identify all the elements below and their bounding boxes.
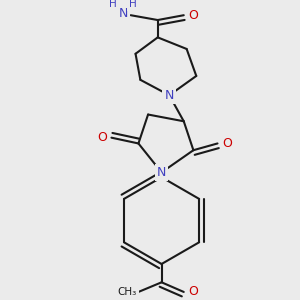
Text: N: N — [165, 89, 174, 102]
Text: O: O — [97, 131, 107, 144]
Text: CH₃: CH₃ — [117, 287, 136, 297]
Text: O: O — [222, 137, 232, 150]
Text: H: H — [110, 0, 117, 9]
Text: O: O — [188, 285, 198, 298]
Text: O: O — [188, 9, 198, 22]
Text: N: N — [157, 166, 166, 179]
Text: N: N — [118, 7, 128, 20]
Text: H: H — [129, 0, 136, 9]
